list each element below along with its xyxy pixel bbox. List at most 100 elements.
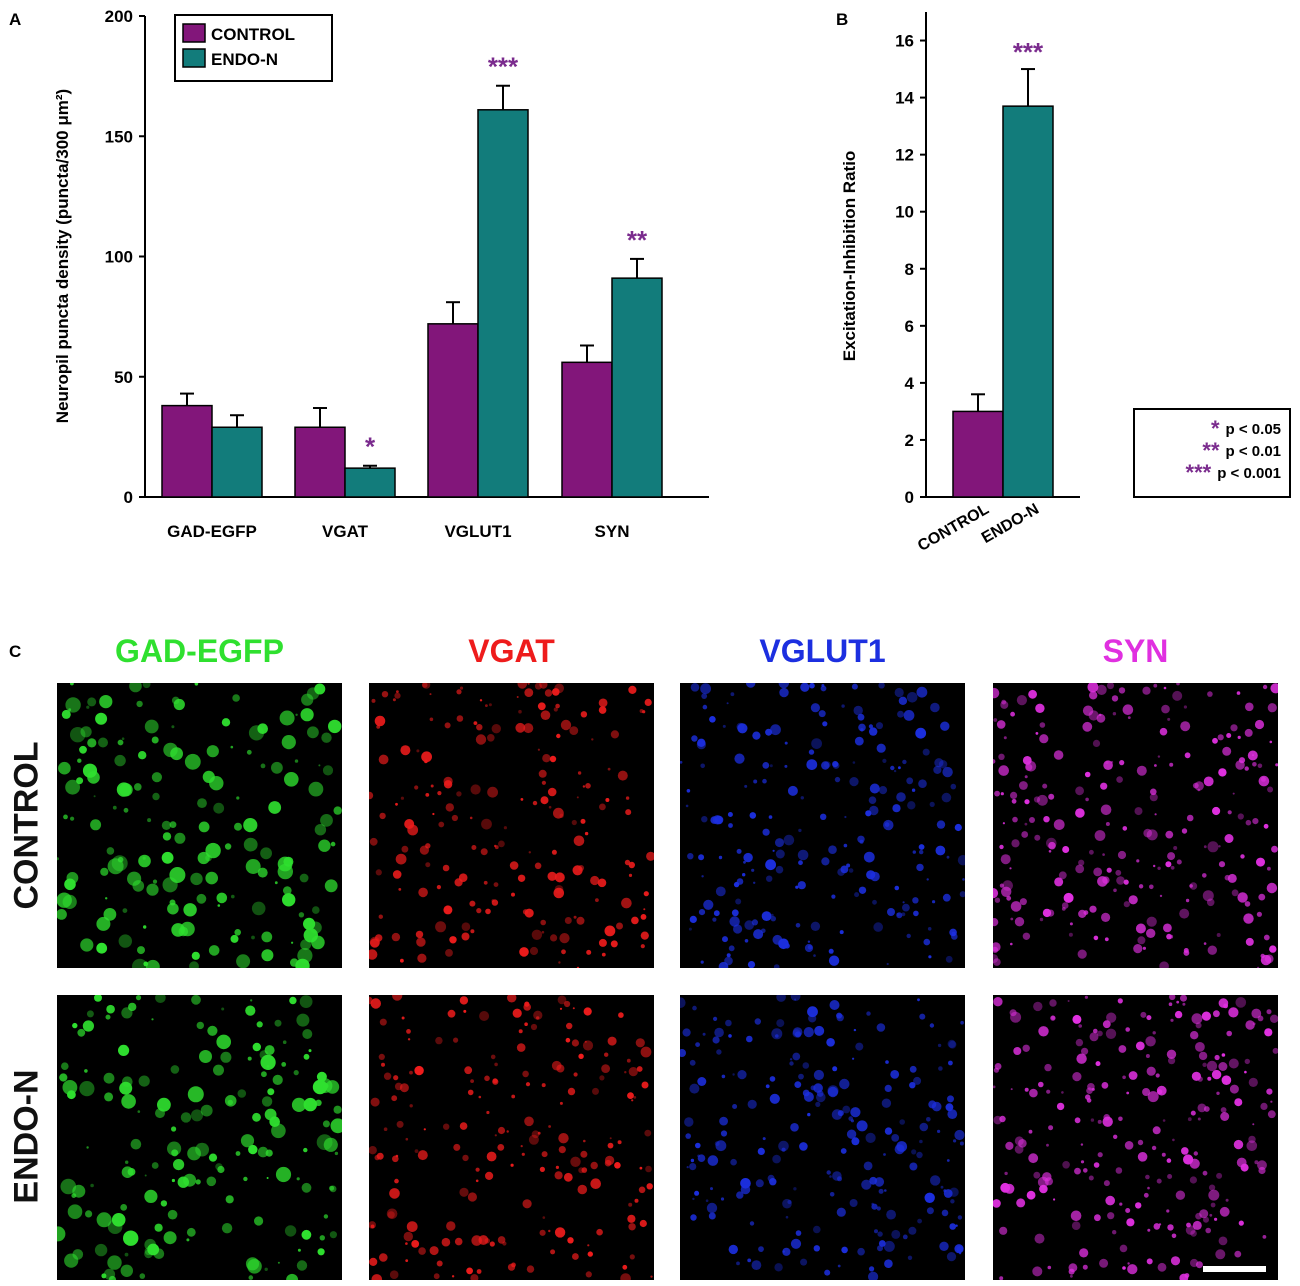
puncta bbox=[639, 1166, 643, 1170]
puncta bbox=[537, 748, 540, 751]
puncta bbox=[1062, 1161, 1070, 1169]
puncta bbox=[902, 759, 907, 765]
puncta bbox=[627, 1214, 636, 1223]
puncta bbox=[876, 1206, 881, 1211]
puncta bbox=[700, 683, 711, 695]
puncta bbox=[811, 738, 822, 749]
puncta bbox=[1272, 1047, 1279, 1054]
puncta bbox=[1195, 1042, 1205, 1052]
puncta bbox=[598, 698, 608, 708]
puncta bbox=[151, 1018, 154, 1021]
puncta bbox=[783, 834, 795, 846]
puncta bbox=[445, 949, 453, 957]
puncta bbox=[1137, 1152, 1148, 1162]
puncta bbox=[556, 733, 561, 739]
puncta bbox=[103, 1072, 115, 1084]
puncta bbox=[877, 1245, 883, 1252]
puncta bbox=[1105, 1195, 1115, 1206]
puncta bbox=[367, 949, 378, 960]
puncta bbox=[511, 892, 515, 897]
puncta bbox=[246, 749, 252, 755]
puncta bbox=[268, 801, 282, 814]
puncta bbox=[874, 1177, 885, 1187]
puncta bbox=[99, 695, 113, 709]
puncta bbox=[436, 885, 441, 890]
puncta bbox=[1252, 1123, 1255, 1126]
puncta bbox=[271, 1123, 286, 1139]
puncta bbox=[794, 1081, 802, 1088]
puncta bbox=[318, 839, 331, 852]
puncta bbox=[902, 1234, 908, 1240]
puncta bbox=[1207, 691, 1213, 697]
puncta bbox=[902, 901, 905, 904]
puncta bbox=[802, 1062, 810, 1069]
puncta bbox=[171, 923, 185, 937]
puncta bbox=[401, 845, 409, 853]
puncta bbox=[896, 912, 903, 919]
puncta bbox=[493, 882, 499, 887]
puncta bbox=[1081, 1047, 1089, 1055]
puncta bbox=[622, 1264, 628, 1270]
puncta bbox=[306, 687, 320, 700]
puncta bbox=[797, 881, 806, 890]
puncta bbox=[551, 849, 557, 855]
puncta bbox=[265, 1149, 273, 1157]
puncta bbox=[114, 754, 126, 767]
puncta bbox=[685, 804, 689, 808]
puncta bbox=[443, 776, 453, 786]
puncta bbox=[865, 1132, 876, 1143]
puncta bbox=[994, 897, 1001, 903]
col-label-gad-egfp: GAD-EGFP bbox=[115, 633, 284, 669]
puncta bbox=[1244, 1070, 1247, 1074]
puncta bbox=[1152, 1126, 1161, 1135]
puncta bbox=[416, 749, 420, 753]
puncta bbox=[163, 1231, 177, 1245]
puncta bbox=[890, 765, 895, 771]
puncta bbox=[409, 1104, 413, 1108]
puncta bbox=[379, 812, 386, 820]
puncta bbox=[878, 786, 888, 795]
puncta bbox=[942, 766, 953, 778]
puncta bbox=[949, 928, 957, 937]
puncta bbox=[405, 1259, 409, 1262]
puncta bbox=[1254, 719, 1265, 730]
puncta bbox=[68, 708, 72, 712]
puncta bbox=[1080, 1143, 1084, 1146]
y-axis-label: Excitation-Inhibition Ratio bbox=[840, 151, 859, 362]
puncta bbox=[470, 784, 481, 795]
puncta bbox=[1185, 898, 1190, 903]
puncta bbox=[283, 856, 294, 867]
puncta bbox=[220, 1051, 232, 1063]
puncta bbox=[138, 854, 151, 868]
puncta bbox=[1256, 857, 1265, 867]
puncta bbox=[1075, 786, 1084, 796]
puncta bbox=[701, 875, 704, 878]
puncta bbox=[1043, 816, 1050, 823]
puncta bbox=[549, 755, 557, 763]
puncta bbox=[1013, 1047, 1022, 1055]
puncta bbox=[1166, 1049, 1177, 1059]
puncta bbox=[235, 1151, 241, 1156]
puncta bbox=[476, 908, 482, 914]
puncta bbox=[1191, 1013, 1203, 1025]
puncta bbox=[260, 847, 272, 860]
x-tick-label: VGLUT1 bbox=[444, 522, 511, 541]
puncta bbox=[1054, 877, 1064, 887]
puncta bbox=[370, 1224, 375, 1229]
puncta bbox=[1145, 1174, 1150, 1180]
puncta bbox=[861, 1179, 872, 1190]
puncta bbox=[837, 1176, 842, 1182]
puncta bbox=[576, 916, 585, 925]
puncta bbox=[80, 938, 94, 952]
puncta bbox=[403, 1231, 413, 1242]
puncta bbox=[522, 1070, 529, 1078]
puncta bbox=[1022, 932, 1031, 940]
puncta bbox=[257, 723, 268, 734]
puncta bbox=[806, 759, 818, 770]
puncta bbox=[858, 886, 867, 894]
puncta bbox=[814, 1025, 825, 1036]
puncta bbox=[542, 1216, 546, 1219]
puncta bbox=[784, 764, 788, 768]
puncta bbox=[1125, 1208, 1131, 1213]
puncta bbox=[1072, 1014, 1082, 1024]
